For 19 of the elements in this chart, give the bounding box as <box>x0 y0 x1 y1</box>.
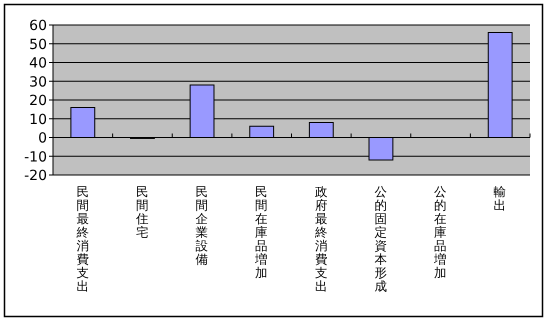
bar <box>308 122 334 138</box>
y-tick-label: 30 <box>29 74 47 90</box>
y-tick-label: -20 <box>24 168 47 184</box>
y-tick-label: 20 <box>29 93 47 109</box>
y-tick-label: 10 <box>29 112 47 128</box>
x-tick-label: 公的在庫品増加 <box>433 184 448 280</box>
y-tick-label: 50 <box>29 36 47 53</box>
x-tick-label: 輸出 <box>494 184 507 212</box>
x-tick-label: 政府最終消費支出 <box>314 184 328 294</box>
y-tick-label: 0 <box>38 130 47 146</box>
bar <box>249 126 274 138</box>
y-tick-label: -10 <box>24 149 47 166</box>
x-tick-label: 民間企業設備 <box>196 184 209 266</box>
x-tick-label: 民間最終消費支出 <box>75 184 90 294</box>
x-tick-label: 民間住宅 <box>134 184 149 240</box>
x-tick-label: 民間在庫品増加 <box>254 184 268 280</box>
y-tick-label: 60 <box>29 18 47 34</box>
x-tick-label: 公的固定資本形成 <box>374 184 388 294</box>
y-tick-label: 40 <box>29 56 47 72</box>
